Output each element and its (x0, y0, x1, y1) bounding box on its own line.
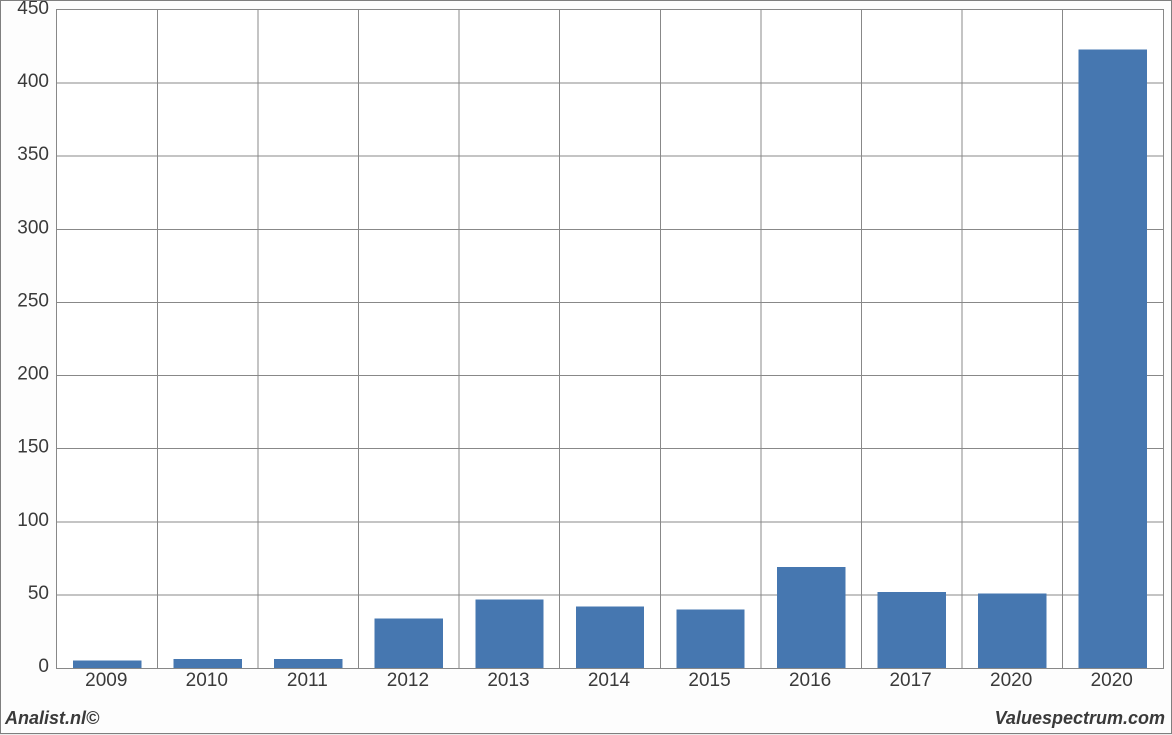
y-tick-label: 50 (28, 583, 49, 604)
x-tick-label: 2014 (588, 670, 631, 691)
x-tick-label: 2016 (789, 670, 831, 691)
bar (676, 610, 744, 668)
y-tick-label: 450 (17, 1, 49, 19)
bar (73, 661, 141, 668)
chart-panel: 0 50 100 150 200 250 300 350 400 450 2009 2010 2011… (0, 0, 1172, 734)
bar (475, 599, 543, 668)
plot-svg (57, 10, 1163, 668)
bar (274, 659, 342, 668)
footer-credit-right: Valuespectrum.com (995, 708, 1165, 729)
y-tick-label: 150 (17, 437, 49, 458)
y-tick-label: 350 (17, 144, 49, 165)
x-tick-label: 2009 (85, 670, 127, 691)
bar (576, 607, 644, 668)
x-tick-label: 2017 (889, 670, 931, 691)
y-tick-label: 400 (17, 71, 49, 92)
x-tick-label: 2015 (688, 670, 730, 691)
plot-area (56, 9, 1164, 669)
y-tick-label: 200 (17, 364, 49, 385)
x-tick-label: 2011 (287, 670, 328, 691)
x-tick-label: 2010 (186, 670, 228, 691)
x-tick-label: 2020 (990, 670, 1032, 691)
bar (174, 659, 242, 668)
x-tick-label: 2012 (387, 670, 429, 691)
bar (877, 592, 945, 668)
y-tick-label: 0 (38, 656, 49, 677)
footer-credit-left: Analist.nl© (5, 708, 99, 729)
bar (978, 593, 1046, 668)
y-tick-label: 250 (17, 290, 49, 311)
x-tick-label: 2020 (1091, 670, 1133, 691)
bar (375, 618, 443, 668)
gridlines (57, 10, 1163, 668)
bars-group (73, 49, 1147, 668)
y-tick-label: 100 (17, 510, 49, 531)
y-tick-label: 300 (17, 217, 49, 238)
bar (777, 567, 845, 668)
bar (1079, 49, 1147, 668)
x-tick-label: 2013 (487, 670, 529, 691)
